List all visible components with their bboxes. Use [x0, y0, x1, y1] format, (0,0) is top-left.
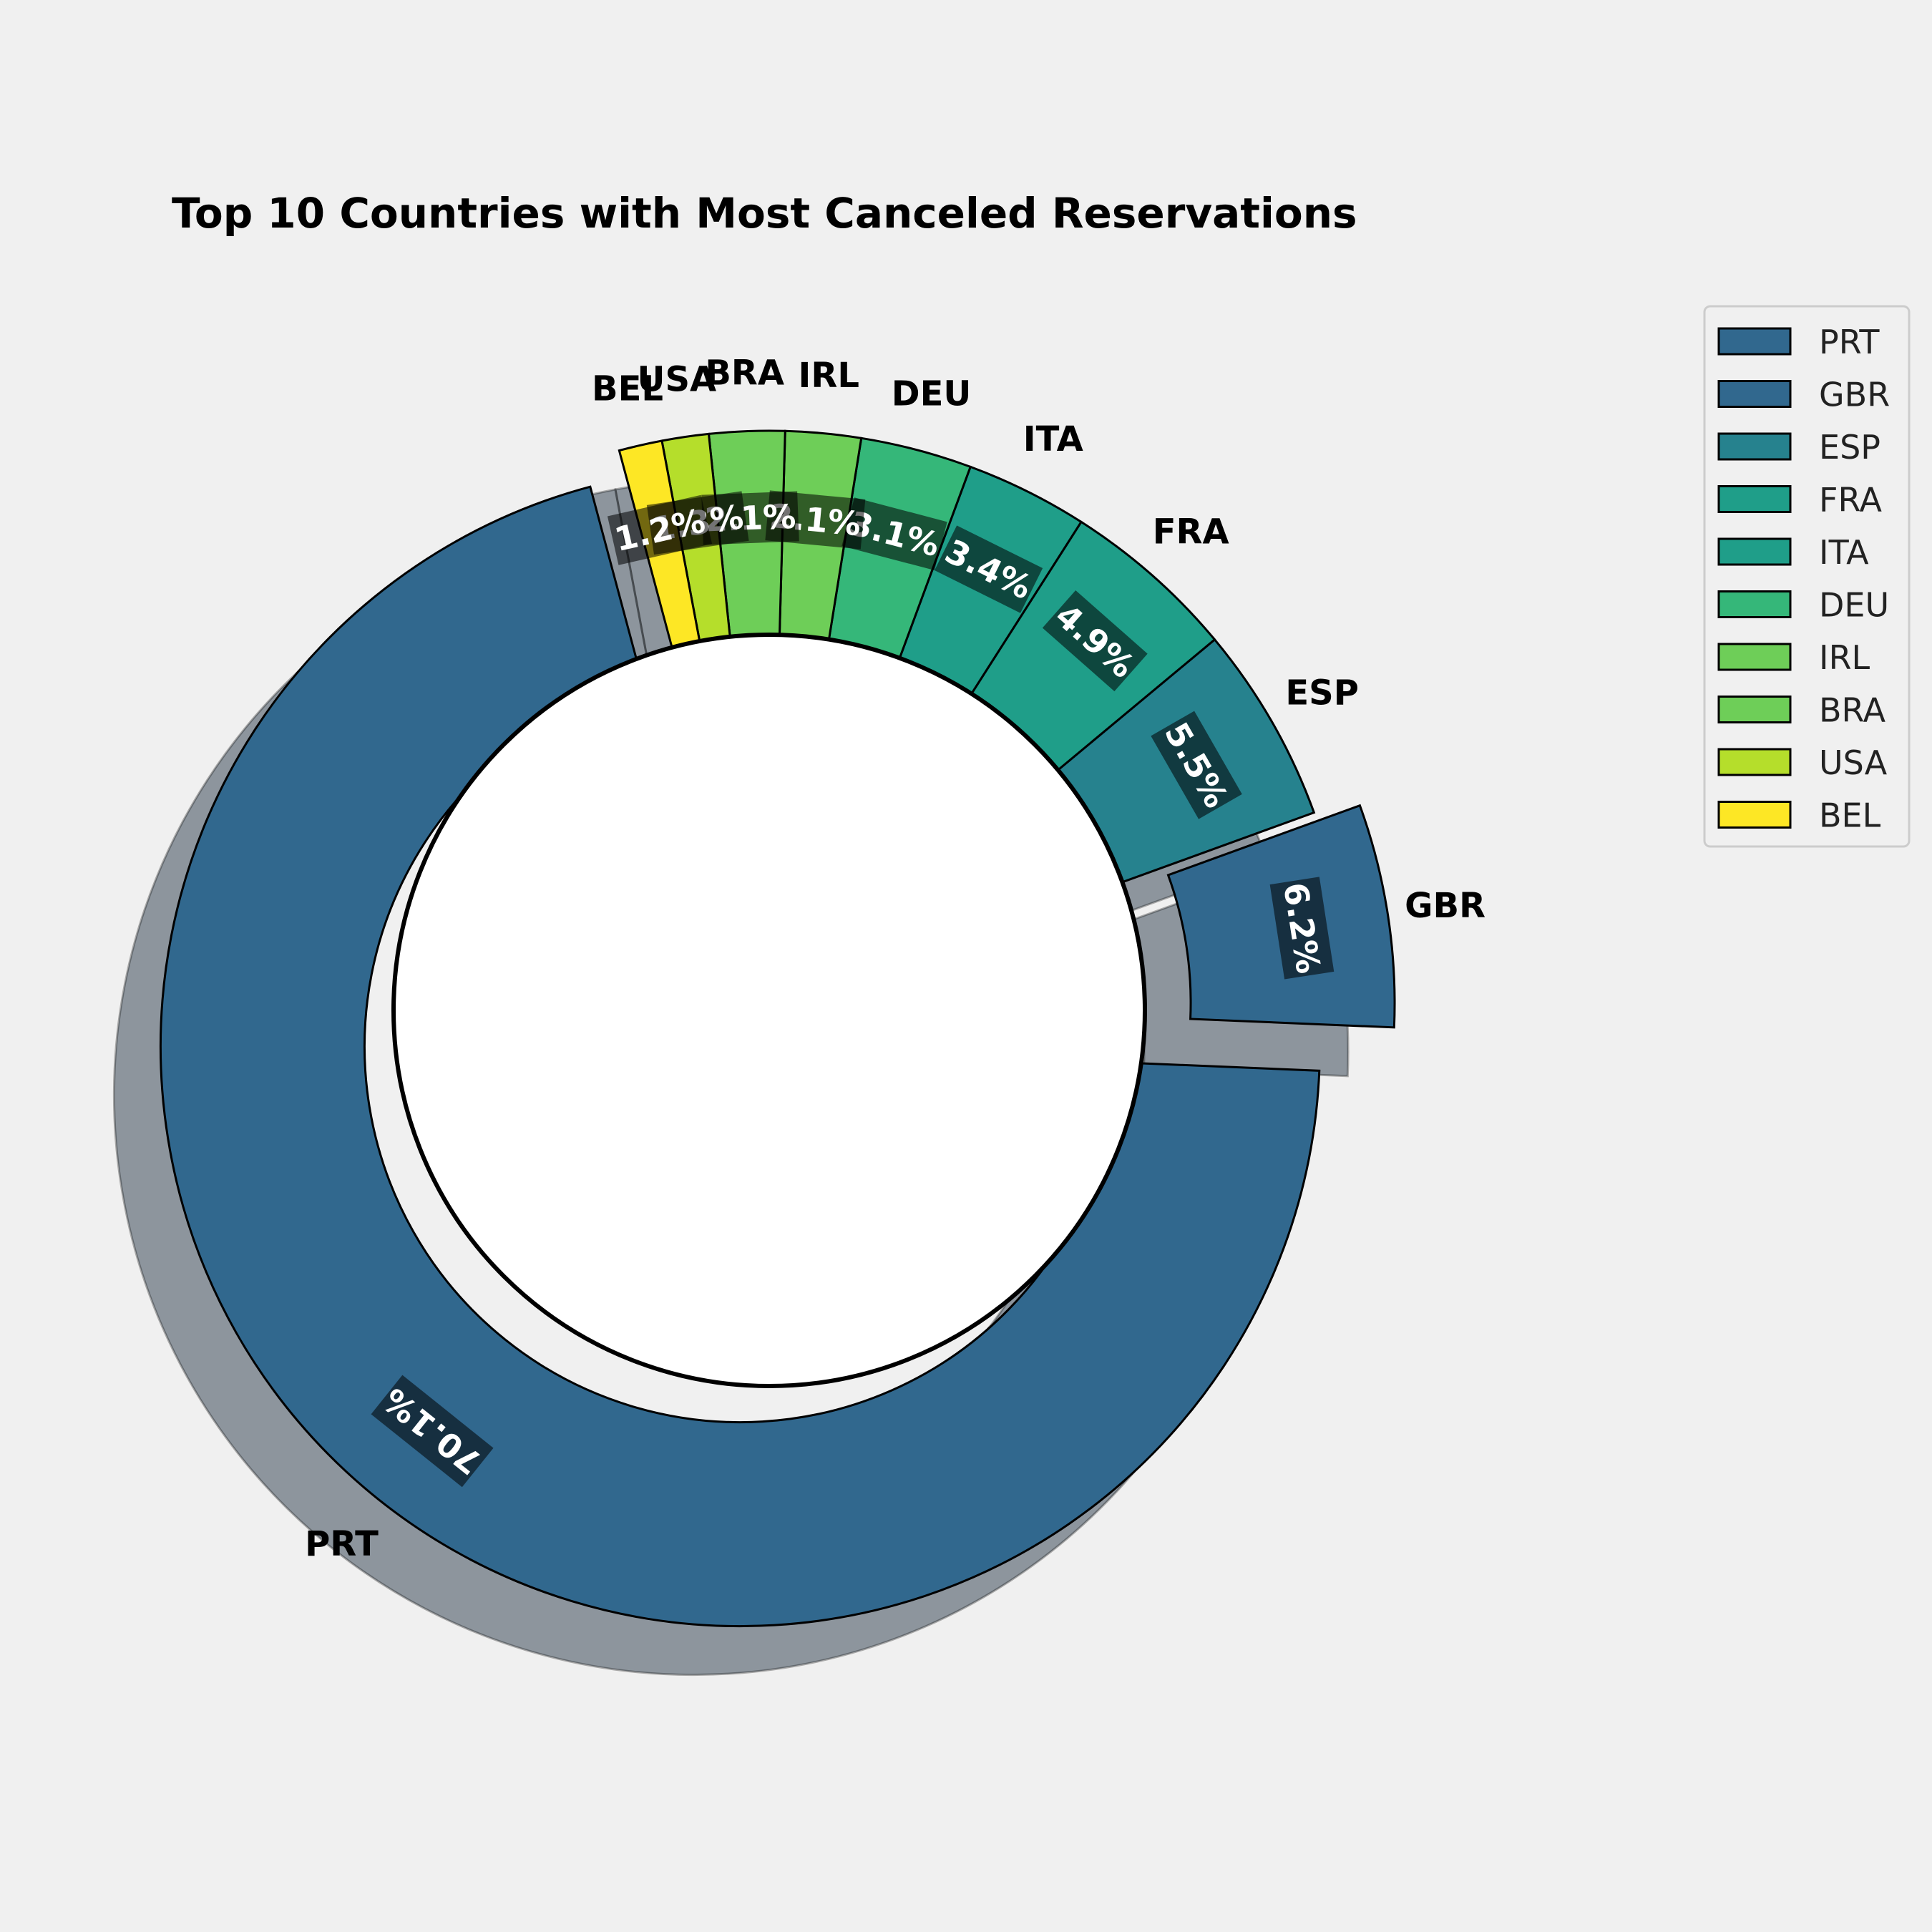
donut-center-hole	[391, 633, 1147, 1388]
legend-label-irl: IRL	[1819, 638, 1870, 677]
wedge-prt	[160, 485, 1321, 1628]
legend-swatch-bel	[1717, 801, 1792, 829]
legend-swatch-prt	[1717, 327, 1792, 356]
cat-label-bel: BEL	[592, 369, 663, 409]
cat-label-irl: IRL	[799, 356, 859, 396]
chart-title: Top 10 Countries with Most Canceled Rese…	[172, 189, 1357, 238]
legend-label-fra: FRA	[1819, 481, 1883, 519]
legend-label-deu: DEU	[1819, 586, 1889, 625]
legend-label-bra: BRA	[1819, 691, 1886, 730]
legend-swatch-esp	[1717, 432, 1792, 461]
percent-label-layer: 70.1%6.2%5.5%4.9%3.4%3.1%2.1%2.1%1.3%1.2…	[371, 490, 1335, 1488]
cat-label-prt: PRT	[305, 1524, 379, 1564]
cat-label-usa: USA	[638, 359, 717, 399]
pct-label-gbr: 6.2%	[1269, 877, 1335, 980]
legend-swatch-irl	[1717, 643, 1792, 671]
legend-label-gbr: GBR	[1819, 376, 1890, 414]
legend-label-bel: BEL	[1819, 796, 1881, 835]
cat-label-bra: BRA	[705, 353, 784, 394]
cat-label-deu: DEU	[892, 374, 972, 414]
legend-label-ita: ITA	[1819, 533, 1869, 572]
legend: PRT GBR ESP FRA ITA DEU IRL BRA USA BEL	[1703, 305, 1911, 848]
cat-label-gbr: GBR	[1405, 886, 1485, 926]
cat-label-esp: ESP	[1285, 673, 1359, 713]
legend-swatch-bra	[1717, 696, 1792, 723]
legend-label-usa: USA	[1819, 743, 1888, 782]
legend-label-esp: ESP	[1819, 428, 1880, 467]
legend-swatch-deu	[1717, 590, 1792, 618]
legend-swatch-ita	[1717, 537, 1792, 566]
legend-swatch-fra	[1717, 485, 1792, 513]
legend-label-prt: PRT	[1819, 323, 1880, 361]
cat-label-fra: FRA	[1153, 512, 1229, 552]
cat-label-ita: ITA	[1023, 419, 1083, 459]
legend-swatch-usa	[1717, 748, 1792, 776]
legend-swatch-gbr	[1717, 380, 1792, 408]
